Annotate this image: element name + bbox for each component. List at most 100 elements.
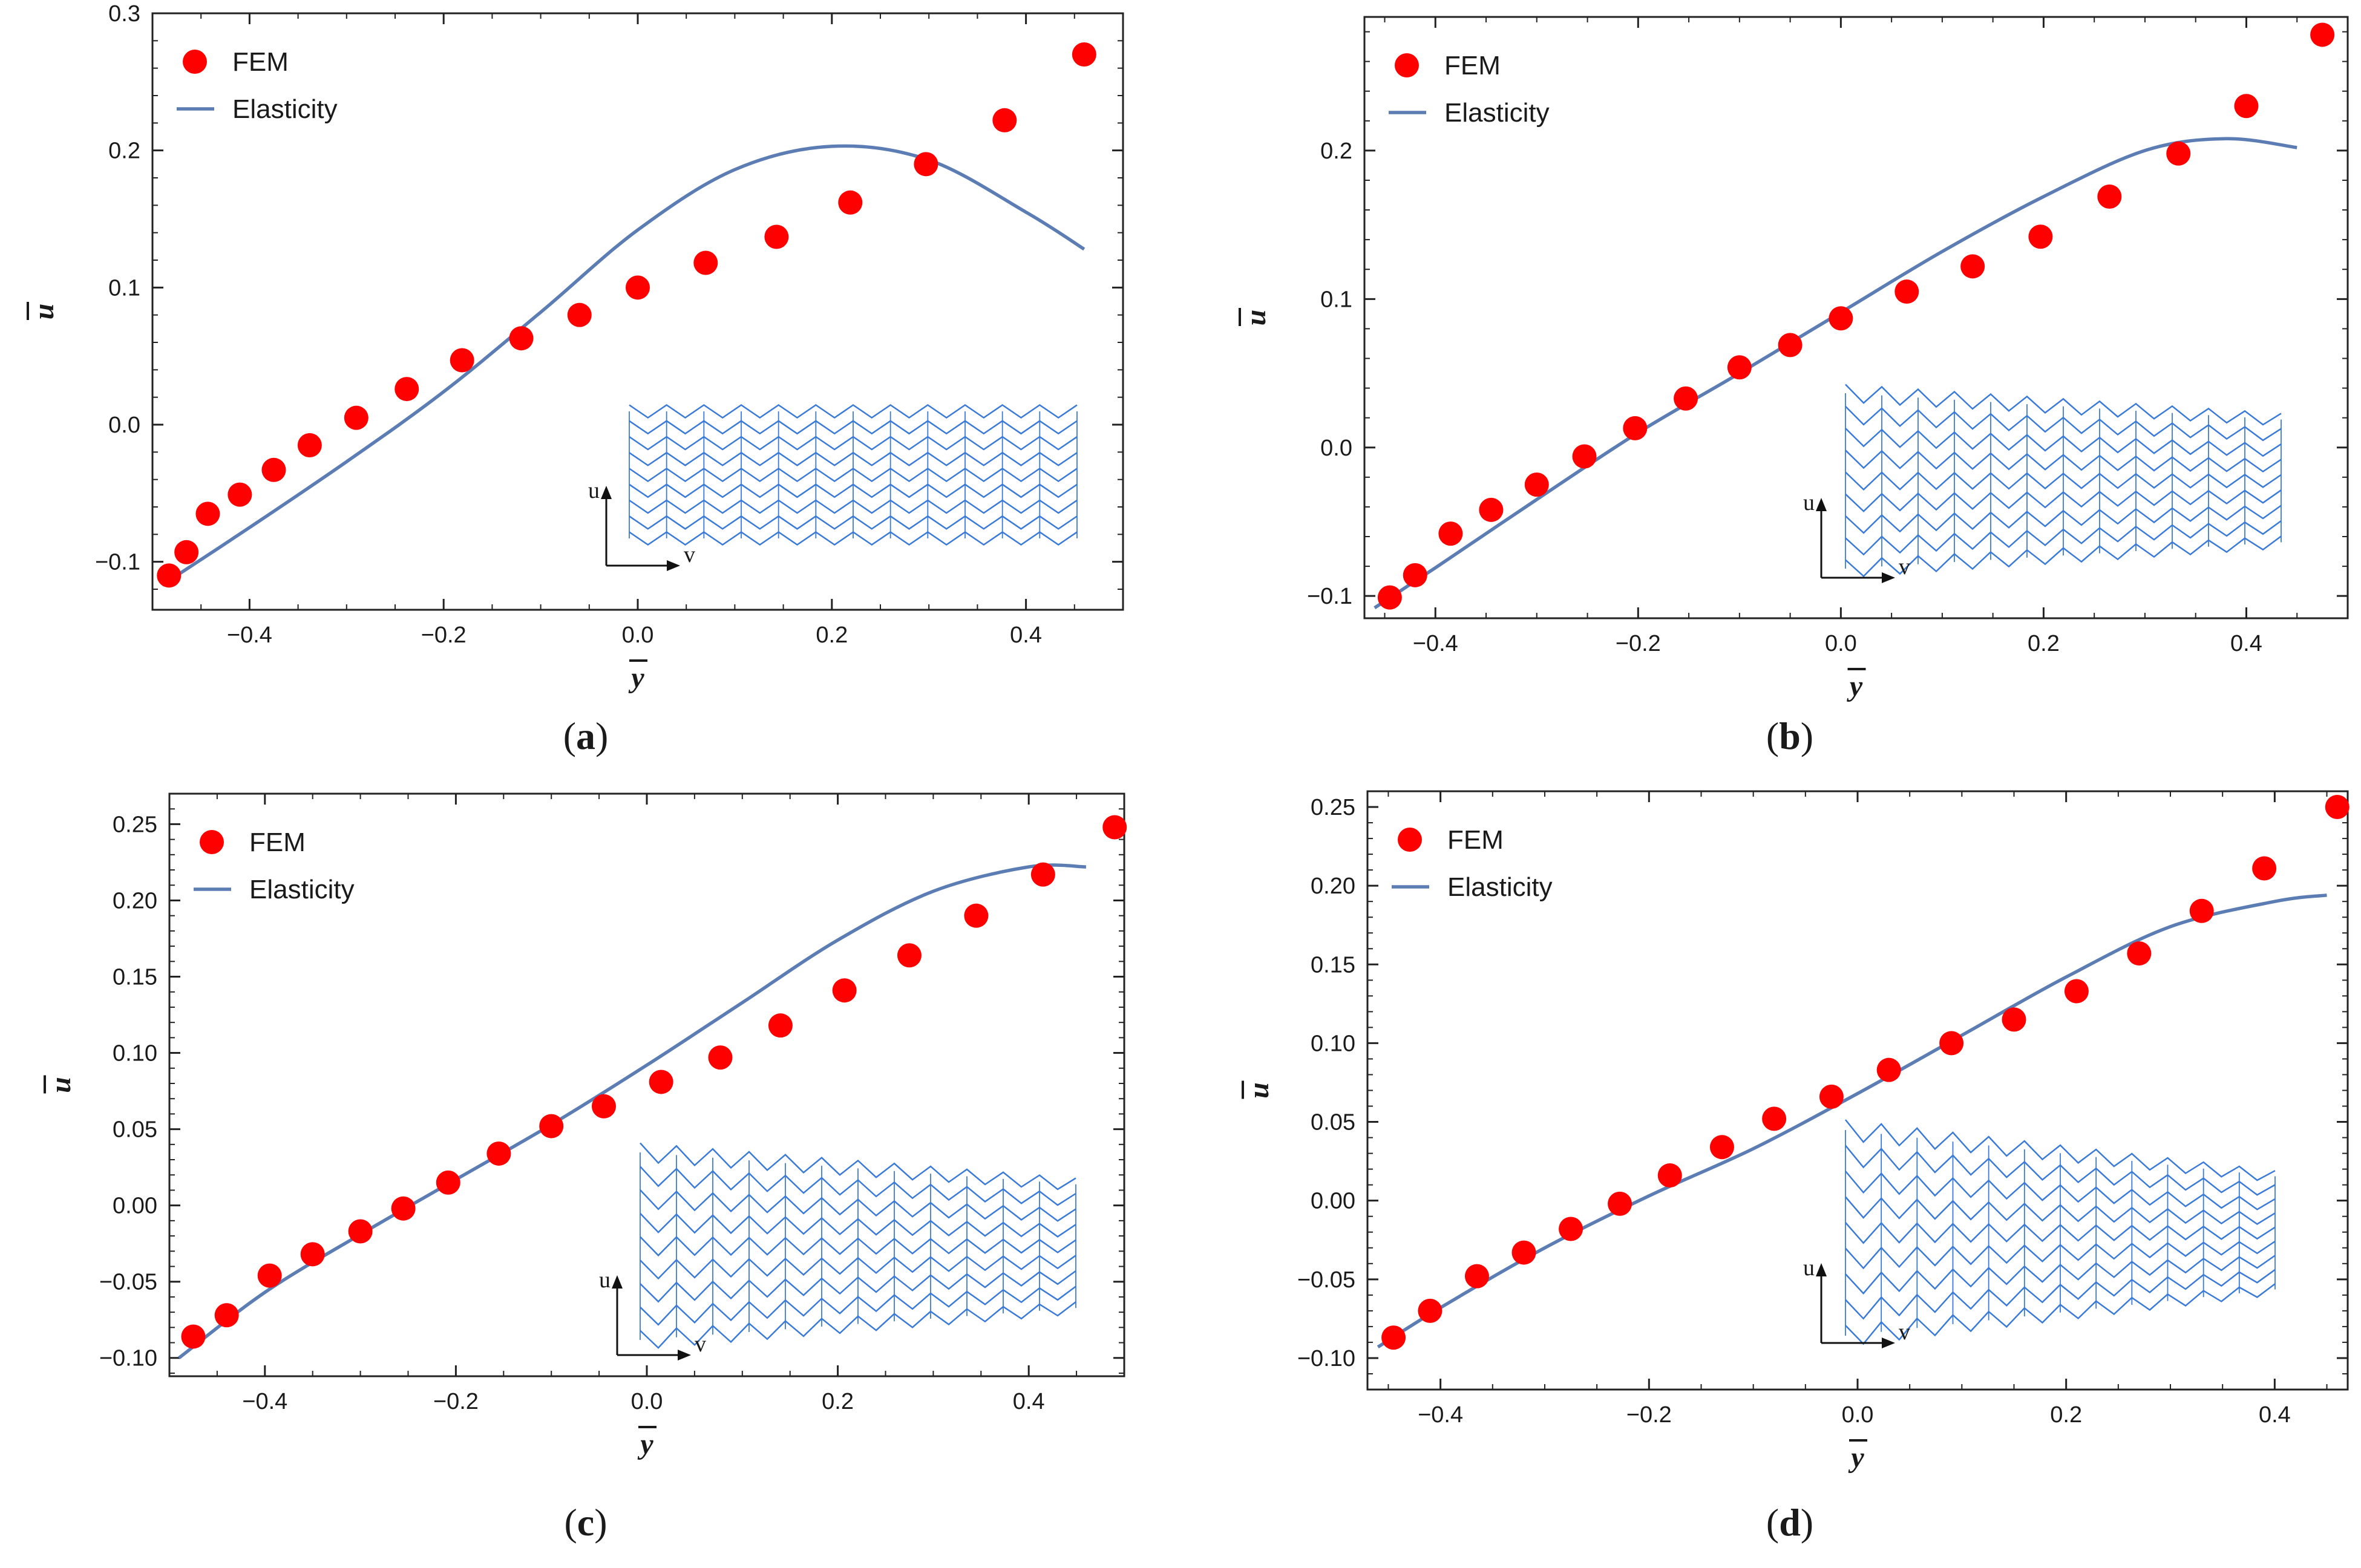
fem-point — [300, 1242, 325, 1267]
fem-point — [1559, 1217, 1583, 1241]
fem-point — [1819, 1084, 1844, 1109]
inset-axes: uv — [1803, 490, 1910, 583]
x-tick-label: 0.0 — [631, 1389, 663, 1414]
legend-fem-marker — [183, 50, 207, 74]
y-tick-label: −0.05 — [99, 1270, 157, 1295]
inset-mesh-row — [629, 403, 1078, 419]
x-tick-label: 0.2 — [2050, 1402, 2082, 1428]
x-tick-label: 0.4 — [2230, 631, 2262, 656]
inset-v-label: v — [1899, 1319, 1910, 1345]
y-tick-label: 0.05 — [113, 1117, 157, 1143]
fem-point — [1377, 585, 1402, 610]
fem-point — [2189, 898, 2214, 923]
y-tick-label: 0.20 — [113, 888, 157, 913]
y-tick-label: 0.1 — [108, 275, 140, 301]
fem-point — [2310, 22, 2335, 47]
inset-v-arrowhead — [678, 1350, 691, 1361]
y-tick-label: −0.1 — [1307, 584, 1352, 609]
inset-v-label: v — [1899, 554, 1910, 580]
fem-point — [348, 1219, 373, 1244]
inset-u-label: u — [588, 478, 600, 503]
fem-point — [257, 1263, 282, 1288]
legend-fem-label: FEM — [1447, 825, 1504, 855]
inset-u-arrowhead — [612, 1275, 623, 1289]
x-tick-label: −0.2 — [1616, 631, 1661, 656]
fem-point — [509, 326, 534, 351]
inset-u-arrowhead — [601, 486, 612, 499]
fem-point — [1464, 1264, 1489, 1289]
fem-point — [838, 190, 863, 215]
y-tick-label: 0.00 — [113, 1194, 157, 1219]
legend-fem-label: FEM — [1444, 51, 1501, 80]
legend-fem-label: FEM — [232, 47, 289, 77]
fem-point — [992, 108, 1017, 132]
inset-v-label: v — [695, 1331, 706, 1357]
legend-elasticity-label: Elasticity — [1447, 872, 1553, 902]
fem-point — [708, 1045, 733, 1070]
fem-point — [2097, 184, 2122, 209]
fem-point — [2127, 941, 2152, 966]
x-tick-label: 0.4 — [1010, 622, 1042, 648]
fem-point — [436, 1170, 460, 1195]
fem-point — [2064, 979, 2089, 1004]
fem-point — [261, 457, 286, 482]
fem-point — [832, 978, 857, 1003]
panel-b: −0.4 −0.2 0.0 0.2 0.4−0.10.00.10.2yuuvFEMEla… — [1239, 16, 2349, 757]
inset-u-label: u — [1803, 1255, 1815, 1281]
y-tick-label: 0.0 — [1320, 436, 1352, 461]
panel-caption: (d) — [1766, 1501, 1813, 1544]
x-tick-label: 0.0 — [1825, 631, 1857, 656]
fem-point — [174, 540, 199, 564]
fem-point — [1572, 444, 1597, 469]
fem-point — [2325, 795, 2350, 820]
fem-point — [1608, 1191, 1632, 1216]
y-tick-label: 0.10 — [113, 1041, 157, 1067]
y-axis-title-text: u — [1243, 1082, 1275, 1099]
fem-point — [693, 250, 718, 275]
y-tick-label: 0.0 — [108, 413, 140, 438]
fem-point — [1403, 563, 1427, 587]
fem-point — [395, 377, 419, 402]
inset-axes: uv — [588, 478, 695, 571]
x-axis-title: y — [628, 659, 647, 694]
fem-point — [897, 943, 922, 968]
y-tick-label: −0.05 — [1297, 1267, 1355, 1293]
panel-c: −0.4 −0.2 0.0 0.2 0.4 −0.10 −0.05 0.00 0.05 0.10 0… — [44, 792, 1127, 1544]
inset-u-arrowhead — [1816, 498, 1827, 511]
fem-point — [2028, 224, 2053, 249]
y-tick-label: −0.1 — [95, 550, 140, 575]
panel-caption: (b) — [1766, 714, 1813, 757]
y-tick-label: −0.10 — [1297, 1346, 1355, 1371]
fem-point — [297, 433, 322, 457]
legend-elasticity-label: Elasticity — [232, 94, 338, 124]
y-axis-title: u — [1239, 308, 1272, 326]
fem-point — [486, 1141, 511, 1166]
x-tick-label: 0.4 — [1013, 1389, 1045, 1414]
x-tick-label: 0.0 — [1842, 1402, 1874, 1428]
x-axis-title-text: y — [628, 662, 644, 694]
y-axis-title: u — [27, 302, 60, 320]
elasticity-line — [178, 863, 1086, 1359]
x-tick-label: −0.4 — [1413, 631, 1458, 656]
plot-frame — [1363, 16, 2349, 619]
inset-v-label: v — [684, 542, 695, 567]
fem-point — [1939, 1031, 1964, 1056]
inset-v-arrowhead — [667, 560, 680, 571]
fem-point — [157, 563, 182, 588]
inset-mesh-row — [1845, 1119, 2276, 1181]
fem-point — [228, 482, 252, 507]
x-axis-title-text: y — [637, 1428, 653, 1460]
fem-point — [450, 348, 474, 373]
fem-point — [1072, 42, 1096, 67]
panel-caption: (c) — [564, 1501, 607, 1544]
fem-point — [764, 224, 789, 249]
y-tick-label: 0.3 — [108, 1, 140, 27]
fem-point — [539, 1114, 564, 1138]
fem-point — [1762, 1106, 1787, 1131]
y-tick-label: −0.10 — [99, 1346, 157, 1371]
fem-point — [1030, 862, 1055, 887]
x-tick-label: 0.0 — [622, 622, 654, 648]
legend: FEM Elasticity — [194, 828, 355, 904]
panel-a: −0.4 −0.2 0.0 0.2 0.4−0.10.00.10.20.3yuuvFEM… — [27, 1, 1124, 757]
fem-point — [195, 501, 220, 526]
